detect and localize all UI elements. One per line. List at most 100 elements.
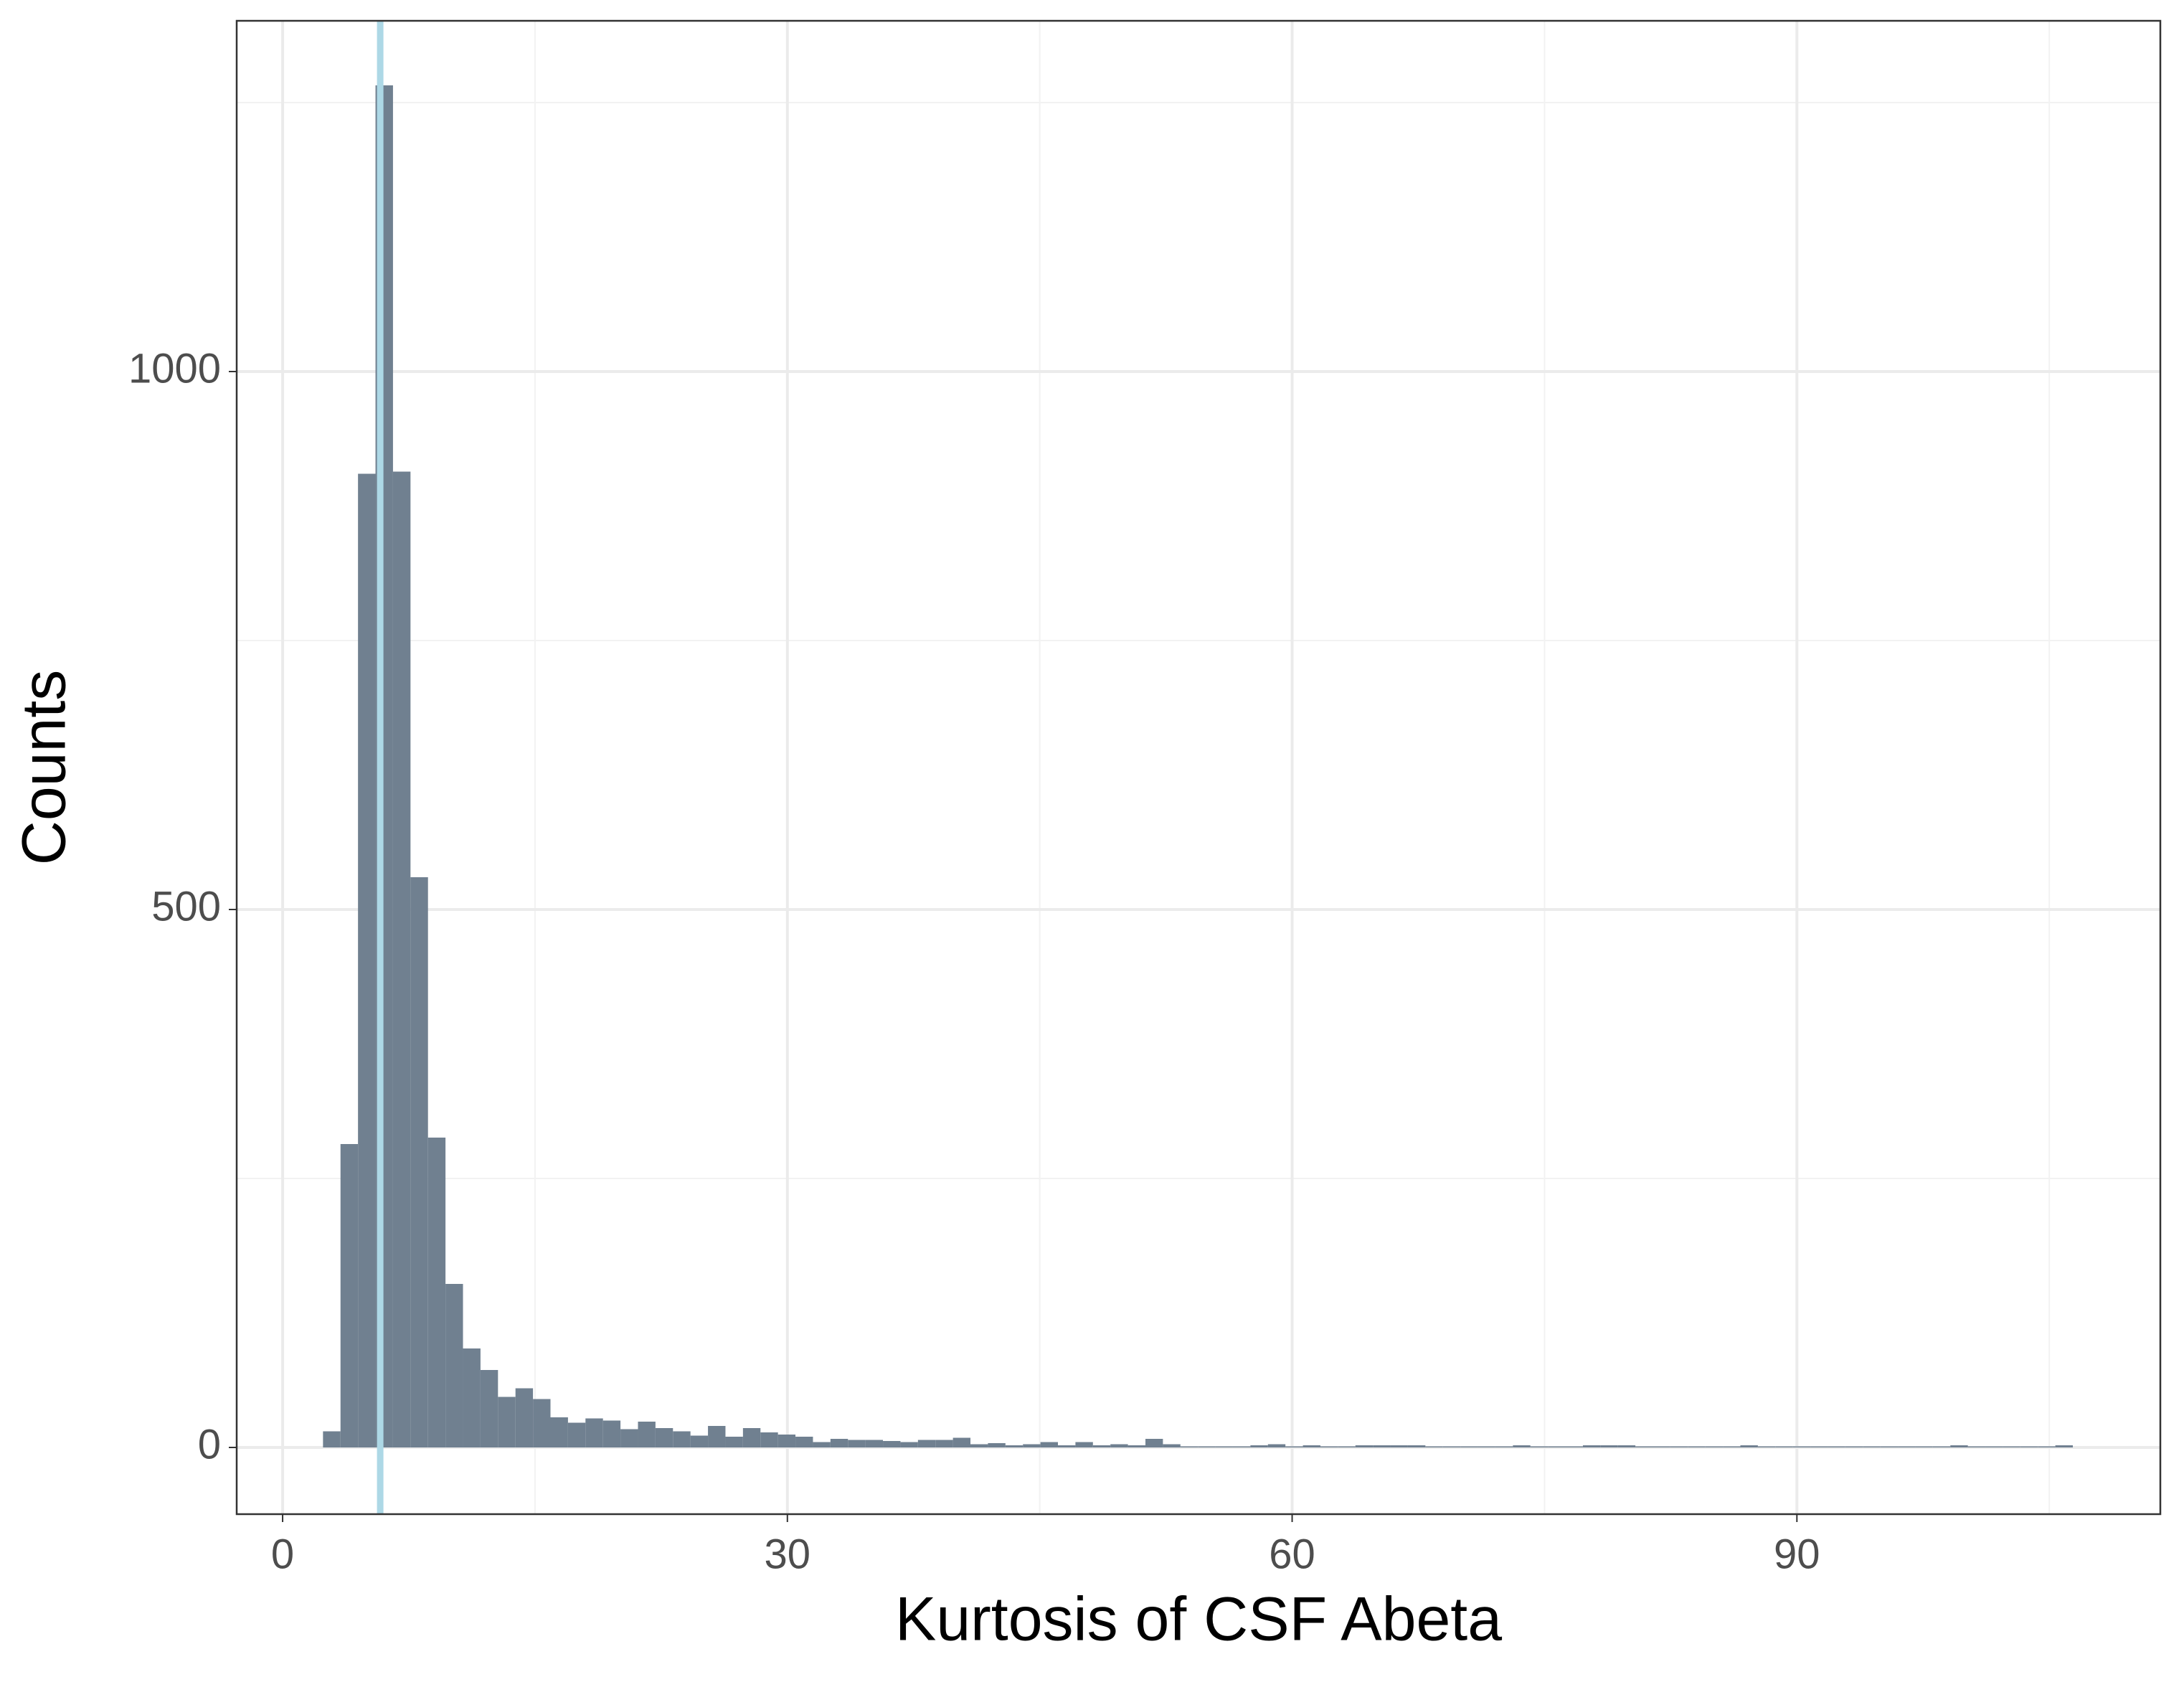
bar xyxy=(620,1429,638,1447)
bar xyxy=(1478,1446,1495,1447)
bar xyxy=(900,1442,918,1447)
bar xyxy=(883,1441,901,1447)
bar xyxy=(1582,1445,1601,1447)
bar xyxy=(1267,1444,1286,1447)
bar xyxy=(970,1444,988,1447)
bar xyxy=(410,877,428,1447)
bar xyxy=(777,1435,796,1447)
bar xyxy=(1355,1445,1374,1447)
bar xyxy=(1688,1446,1706,1447)
bar xyxy=(1670,1446,1688,1447)
bar xyxy=(1373,1445,1391,1447)
bar xyxy=(952,1437,971,1447)
bar xyxy=(1058,1445,1076,1447)
bar xyxy=(988,1443,1006,1447)
bar xyxy=(760,1432,778,1447)
bar xyxy=(1705,1446,1724,1447)
bar xyxy=(498,1397,516,1447)
bar xyxy=(1513,1445,1531,1447)
bar xyxy=(848,1440,866,1447)
bar xyxy=(1005,1445,1024,1447)
bar xyxy=(1232,1446,1251,1447)
bar xyxy=(323,1431,341,1447)
bar xyxy=(340,1144,359,1447)
bar xyxy=(480,1370,498,1447)
bar xyxy=(1495,1446,1513,1447)
bar xyxy=(1653,1446,1670,1447)
x-tick-label: 0 xyxy=(271,1531,294,1577)
bar xyxy=(1723,1446,1741,1447)
bar xyxy=(1145,1439,1163,1447)
bar xyxy=(1880,1446,1899,1447)
bar xyxy=(830,1439,848,1447)
bar xyxy=(813,1442,831,1447)
bar xyxy=(533,1399,551,1447)
bar xyxy=(1845,1446,1863,1447)
bar xyxy=(1828,1446,1845,1447)
bar xyxy=(585,1418,603,1447)
bar xyxy=(2020,1446,2038,1447)
bar xyxy=(673,1431,691,1447)
bar xyxy=(2003,1446,2020,1447)
bar xyxy=(1198,1446,1216,1447)
x-tick-label: 60 xyxy=(1269,1531,1315,1577)
bar xyxy=(1600,1445,1618,1447)
bar xyxy=(1163,1444,1181,1447)
bar xyxy=(358,473,376,1447)
bar xyxy=(865,1440,884,1447)
bar xyxy=(602,1420,621,1447)
bar xyxy=(1040,1442,1059,1447)
bar xyxy=(1110,1444,1128,1447)
y-tick-label: 500 xyxy=(151,883,221,930)
panel-background xyxy=(237,21,2160,1514)
bar xyxy=(1180,1446,1199,1447)
y-axis-title: Counts xyxy=(10,670,79,866)
bar xyxy=(1775,1446,1793,1447)
bar xyxy=(1635,1446,1653,1447)
bar xyxy=(1740,1445,1758,1447)
x-axis-title: Kurtosis of CSF Abeta xyxy=(895,1585,1502,1654)
bar xyxy=(515,1388,534,1447)
bar xyxy=(1460,1446,1478,1447)
bar xyxy=(638,1422,656,1447)
bar xyxy=(1950,1445,1968,1447)
bar xyxy=(935,1440,953,1447)
x-tick-label: 30 xyxy=(765,1531,811,1577)
bar xyxy=(1215,1446,1233,1447)
bar xyxy=(1092,1445,1111,1447)
bar xyxy=(1810,1446,1828,1447)
bar xyxy=(1617,1445,1636,1447)
y-tick-label: 1000 xyxy=(128,345,221,392)
panel-border xyxy=(235,19,2162,1516)
bar xyxy=(1932,1446,1951,1447)
bar xyxy=(445,1284,463,1447)
x-tick-label: 90 xyxy=(1774,1531,1820,1577)
bar xyxy=(725,1437,743,1447)
bar xyxy=(708,1426,726,1447)
bar xyxy=(2038,1446,2056,1447)
bar xyxy=(1303,1445,1320,1447)
bar xyxy=(795,1437,813,1447)
bar xyxy=(1967,1446,1986,1447)
bar xyxy=(427,1138,446,1447)
bar xyxy=(1792,1446,1811,1447)
bar xyxy=(1565,1446,1583,1447)
bar xyxy=(742,1428,761,1447)
bar xyxy=(1285,1446,1303,1447)
bar xyxy=(392,471,411,1447)
bar xyxy=(1898,1446,1916,1447)
bar xyxy=(1320,1446,1338,1447)
bar xyxy=(1757,1446,1776,1447)
bar xyxy=(2055,1445,2074,1447)
bar xyxy=(1250,1445,1268,1447)
bar xyxy=(1023,1444,1041,1447)
bar xyxy=(1548,1446,1566,1447)
bar xyxy=(1128,1445,1145,1447)
bar xyxy=(463,1348,481,1447)
bar xyxy=(690,1435,709,1447)
bar xyxy=(1407,1445,1426,1447)
y-tick-label: 0 xyxy=(198,1421,221,1468)
bar xyxy=(567,1422,586,1447)
